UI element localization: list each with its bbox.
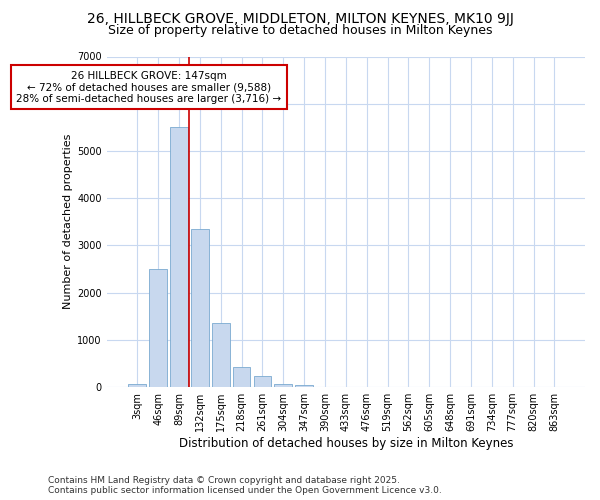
Text: 26 HILLBECK GROVE: 147sqm
← 72% of detached houses are smaller (9,588)
28% of se: 26 HILLBECK GROVE: 147sqm ← 72% of detac… [16, 70, 281, 104]
Y-axis label: Number of detached properties: Number of detached properties [63, 134, 73, 310]
Bar [233, 367, 250, 387]
Text: Size of property relative to detached houses in Milton Keynes: Size of property relative to detached ho… [108, 24, 492, 37]
Bar [212, 324, 230, 387]
X-axis label: Distribution of detached houses by size in Milton Keynes: Distribution of detached houses by size … [179, 437, 513, 450]
Bar [295, 384, 313, 387]
Text: 26, HILLBECK GROVE, MIDDLETON, MILTON KEYNES, MK10 9JJ: 26, HILLBECK GROVE, MIDDLETON, MILTON KE… [86, 12, 514, 26]
Bar [149, 269, 167, 387]
Bar [191, 229, 209, 387]
Text: Contains HM Land Registry data © Crown copyright and database right 2025.
Contai: Contains HM Land Registry data © Crown c… [48, 476, 442, 495]
Bar [274, 384, 292, 387]
Bar [170, 128, 188, 387]
Bar [254, 376, 271, 387]
Bar [128, 384, 146, 387]
